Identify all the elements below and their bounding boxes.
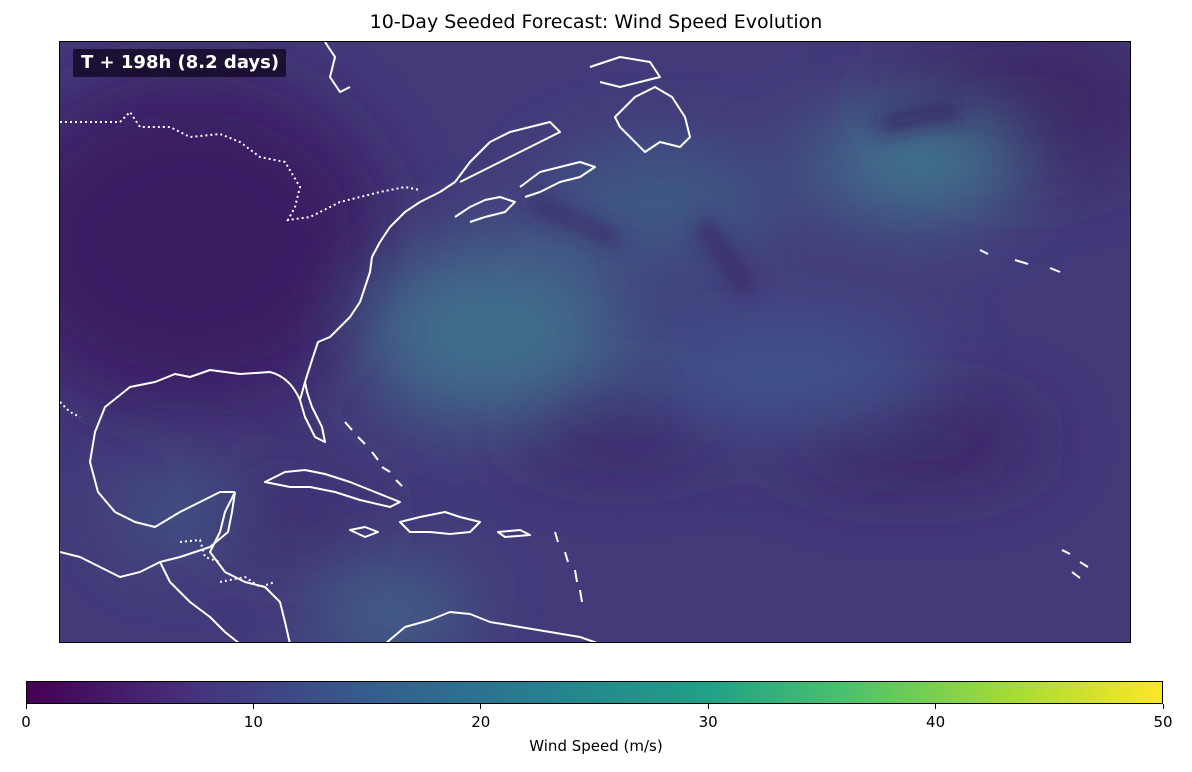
wind-streaks: [527, 105, 961, 297]
colorbar-tick: [252, 704, 254, 709]
high-wind-regions: [120, 107, 1030, 642]
colorbar: [26, 681, 1163, 704]
colorbar-tick: [480, 704, 482, 709]
colorbar-label: Wind Speed (m/s): [529, 737, 663, 755]
colorbar-tick-label: 20: [471, 713, 491, 731]
coastlines: [60, 42, 1089, 642]
colorbar-tick-label: 0: [21, 713, 31, 731]
colorbar-tick-label: 40: [926, 713, 946, 731]
forecast-time-label: T + 198h (8.2 days): [73, 49, 287, 77]
political-borders: [60, 110, 421, 589]
colorbar-tick: [707, 704, 709, 709]
colorbar-tick-label: 30: [698, 713, 718, 731]
colorbar-tick: [25, 704, 27, 709]
colorbar-tick: [1162, 704, 1164, 709]
colorbar-tick-label: 10: [243, 713, 263, 731]
wind-speed-map: [59, 41, 1131, 643]
low-wind-regions: [60, 42, 1130, 552]
colorbar-tick-label: 50: [1153, 713, 1173, 731]
map-canvas: [60, 42, 1130, 642]
chart-title: 10-Day Seeded Forecast: Wind Speed Evolu…: [369, 11, 823, 33]
colorbar-tick: [935, 704, 937, 709]
